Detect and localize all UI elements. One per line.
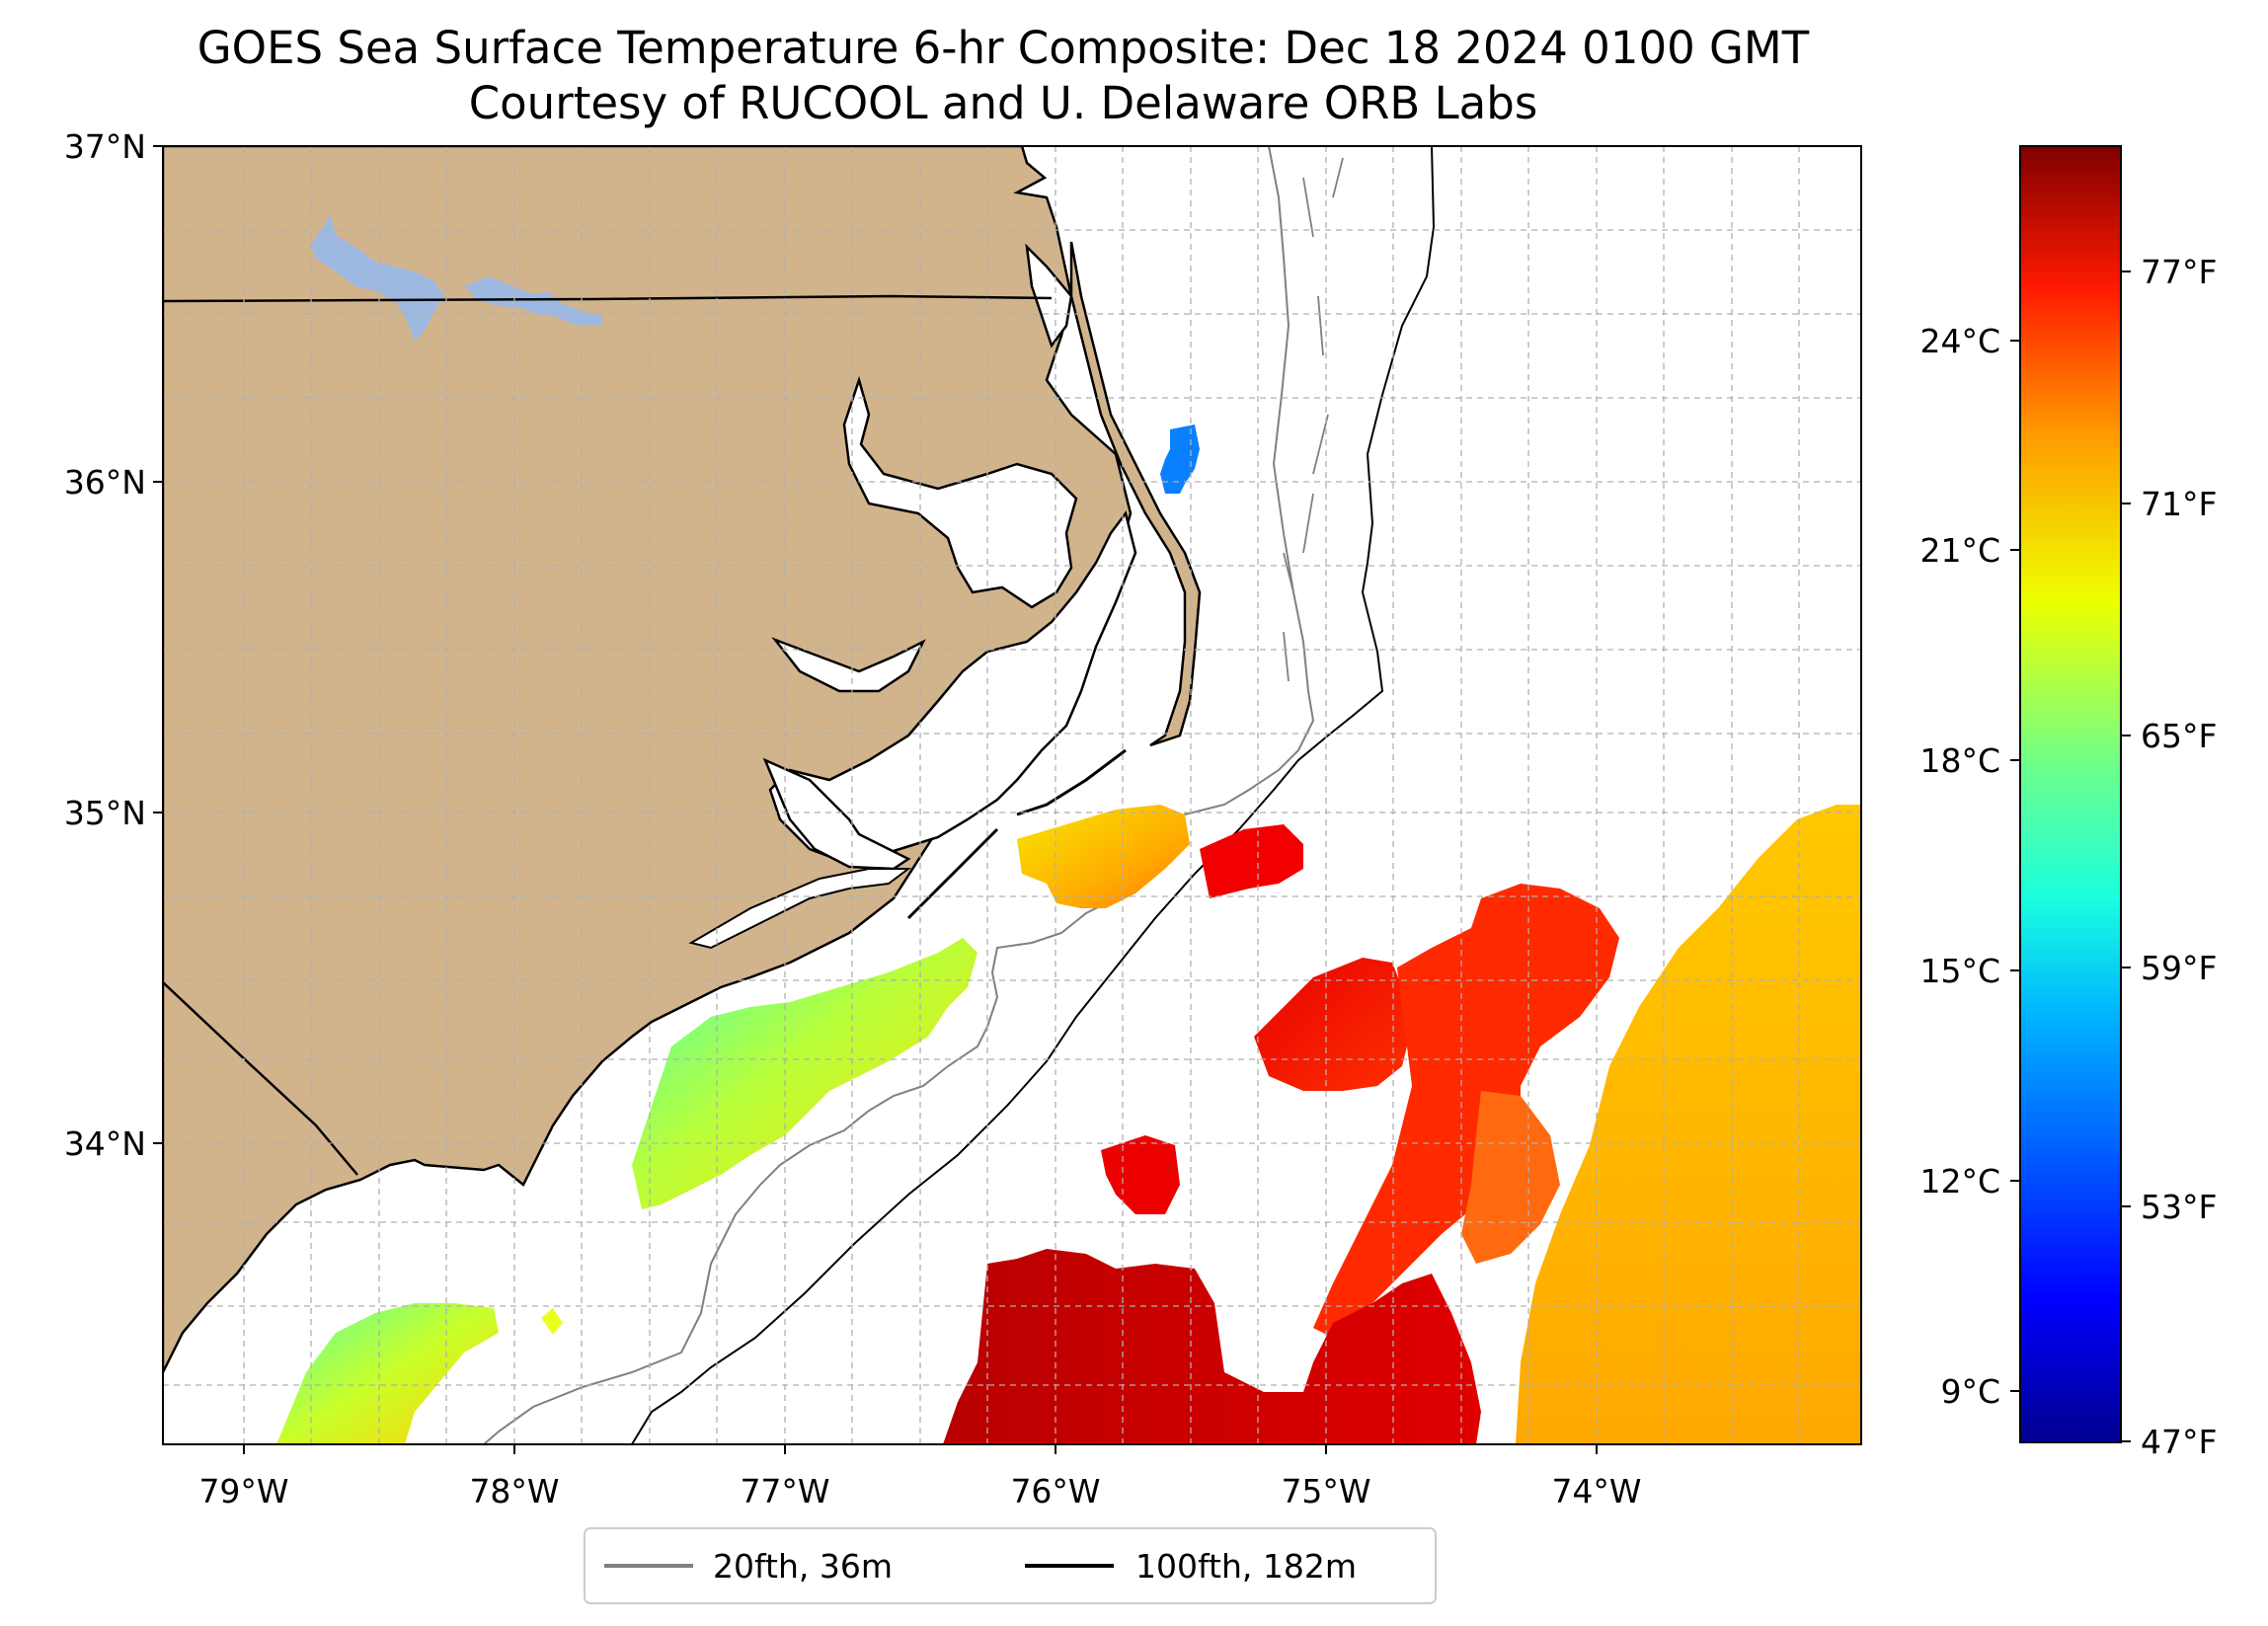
- pamlico-river: [771, 637, 926, 693]
- lat-label-36: 36°N: [64, 463, 146, 502]
- map-panel: [163, 146, 1861, 1444]
- sst-patch-gulfstream-a: [1017, 805, 1190, 908]
- contour-20fth-islands: [1283, 157, 1344, 682]
- cbar-celsius-21: 21°C: [1919, 531, 2000, 570]
- contour-100fth: [631, 146, 1436, 1444]
- cbar-fahrenheit-47: 47°F: [2141, 1423, 2217, 1461]
- lat-label-35: 35°N: [64, 794, 146, 832]
- sst-patch-long-bay: [276, 1303, 499, 1444]
- nc-sc-border: [163, 981, 358, 1176]
- cbar-fahrenheit-65: 65°F: [2141, 717, 2217, 755]
- currituck-sound: [1025, 243, 1073, 348]
- outer-banks: [1069, 241, 1202, 747]
- map-subtitle: Courtesy of RUCOOL and U. Delaware ORB L…: [469, 77, 1538, 129]
- cbar-fahrenheit-71: 71°F: [2141, 485, 2217, 523]
- cbar-fahrenheit-53: 53°F: [2141, 1188, 2217, 1226]
- sst-patch-red-a: [1200, 824, 1303, 898]
- cbar-celsius-12: 12°C: [1919, 1162, 2000, 1200]
- lon-label-79: 79°W: [198, 1472, 288, 1510]
- lon-label-74: 74°W: [1551, 1472, 1641, 1510]
- sst-patch-small-yellow: [541, 1308, 563, 1335]
- sst-patch-red-east: [1313, 884, 1619, 1338]
- map-gridlines: [163, 146, 1861, 1444]
- legend-label-20fth: 20fth, 36m: [713, 1547, 893, 1586]
- contour-legend: 20fth, 36m 100fth, 182m: [584, 1527, 1437, 1604]
- cbar-celsius-18: 18°C: [1919, 741, 2000, 780]
- kerr-lake: [311, 215, 444, 341]
- colorbar-gradient: [2019, 145, 2122, 1443]
- sst-patch-darkred-south: [943, 1249, 1481, 1444]
- sst-patch-orange-mid: [1461, 1091, 1560, 1264]
- cbar-fahrenheit-77: 77°F: [2141, 253, 2217, 291]
- map-title: GOES Sea Surface Temperature 6-hr Compos…: [197, 22, 1810, 74]
- legend-label-100fth: 100fth, 182m: [1135, 1547, 1357, 1586]
- lon-label-75: 75°W: [1281, 1472, 1370, 1510]
- cbar-celsius-15: 15°C: [1919, 952, 2000, 990]
- cbar-fahrenheit-59: 59°F: [2141, 949, 2217, 987]
- albemarle-sound: [842, 375, 1078, 609]
- neuse-river: [762, 757, 911, 871]
- va-nc-border: [163, 294, 1053, 303]
- pamlico-sound: [768, 510, 1137, 866]
- cbar-celsius-9: 9°C: [1940, 1372, 2000, 1411]
- lon-label-77: 77°W: [740, 1472, 829, 1510]
- contour-20fth: [483, 146, 1315, 1444]
- lon-label-76: 76°W: [1010, 1472, 1100, 1510]
- latitude-axis: [153, 145, 163, 1144]
- lat-label-37: 37°N: [64, 127, 146, 166]
- cbar-celsius-24: 24°C: [1919, 322, 2000, 360]
- colorbar: 24°C 21°C 18°C 15°C 12°C 9°C 77°F 71°F 6…: [1919, 145, 2217, 1461]
- sst-patch-red-central: [1254, 958, 1412, 1091]
- lon-label-78: 78°W: [469, 1472, 559, 1510]
- sst-patch-onslow-bay: [632, 938, 978, 1209]
- core-banks: [906, 748, 1127, 920]
- sst-patch-eastern-warm: [1516, 805, 1861, 1444]
- sst-patch-red-small: [1101, 1135, 1180, 1214]
- map-frame: [162, 145, 1862, 1445]
- bogue-sound: [688, 868, 911, 950]
- longitude-axis: [243, 1444, 1598, 1454]
- sst-patch-north-blue: [1160, 425, 1200, 494]
- lat-label-34: 34°N: [64, 1124, 146, 1163]
